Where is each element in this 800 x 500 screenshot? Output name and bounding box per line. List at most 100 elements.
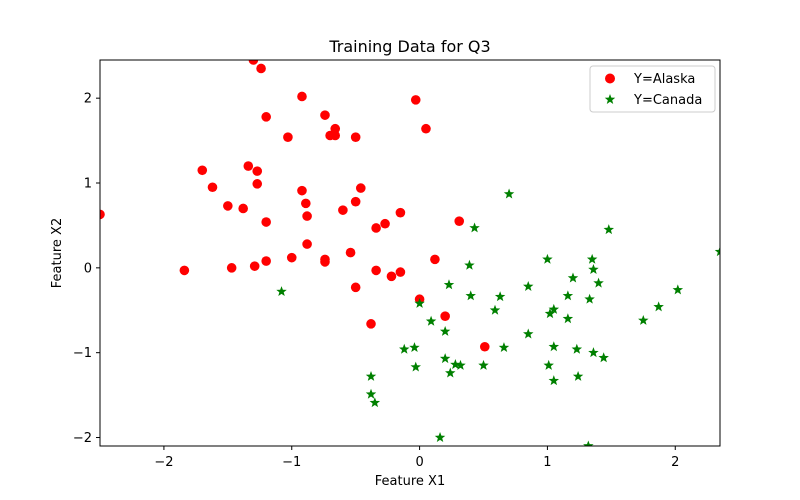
- point-canada: [365, 388, 377, 399]
- y-tick-label: 0: [84, 261, 92, 276]
- point-canada: [548, 375, 560, 386]
- point-alaska: [249, 261, 260, 271]
- point-alaska: [302, 211, 312, 221]
- point-alaska: [248, 60, 259, 65]
- point-canada: [425, 315, 437, 326]
- point-canada: [276, 286, 287, 297]
- point-alaska: [238, 203, 248, 214]
- point-canada: [588, 264, 599, 274]
- y-tick-label: −1: [73, 346, 92, 361]
- point-canada: [494, 291, 506, 302]
- legend-label-canada: Y=Canada: [633, 93, 702, 108]
- point-alaska: [243, 161, 254, 171]
- point-alaska: [261, 217, 271, 227]
- point-canada: [489, 304, 501, 315]
- point-alaska: [380, 218, 390, 229]
- point-alaska: [330, 123, 341, 134]
- point-canada: [465, 290, 476, 301]
- point-alaska: [256, 63, 266, 74]
- legend-label-alaska: Y=Alaska: [633, 72, 695, 87]
- legend: Y=Alaska Y=Canada: [589, 65, 716, 113]
- point-alaska: [207, 182, 218, 193]
- point-canada: [498, 342, 510, 353]
- point-alaska: [320, 110, 330, 120]
- point-alaska: [252, 179, 263, 189]
- chart-title: Training Data for Q3: [328, 37, 490, 56]
- point-alaska: [100, 209, 105, 220]
- point-canada: [443, 279, 455, 290]
- point-canada: [588, 347, 599, 358]
- point-alaska: [301, 198, 311, 209]
- point-alaska: [350, 282, 361, 293]
- point-canada: [584, 293, 595, 304]
- point-canada: [410, 361, 421, 372]
- legend-marker-canada: [604, 94, 616, 104]
- point-alaska: [345, 247, 356, 258]
- y-tick-label: 2: [84, 92, 92, 107]
- point-canada: [583, 440, 594, 446]
- point-alaska: [355, 183, 366, 193]
- point-canada: [369, 397, 381, 408]
- point-alaska: [297, 185, 307, 196]
- point-canada: [603, 224, 615, 235]
- point-canada: [598, 352, 609, 363]
- point-alaska: [350, 196, 361, 207]
- point-alaska: [454, 216, 465, 226]
- point-canada: [543, 359, 554, 370]
- point-alaska: [179, 265, 190, 276]
- point-alaska: [330, 130, 341, 141]
- point-alaska: [410, 95, 421, 105]
- point-alaska: [430, 254, 440, 265]
- point-canada: [439, 353, 451, 364]
- point-alaska: [223, 201, 233, 211]
- point-alaska: [479, 341, 490, 352]
- y-tick-label: −2: [73, 431, 92, 446]
- point-canada: [464, 259, 475, 270]
- point-canada: [478, 359, 489, 370]
- point-canada: [593, 277, 604, 288]
- point-canada: [523, 281, 534, 291]
- point-canada: [365, 370, 377, 381]
- plot-frame: [99, 59, 721, 447]
- point-canada: [562, 313, 574, 324]
- point-alaska: [283, 132, 293, 142]
- point-alaska: [371, 265, 381, 276]
- point-canada: [586, 253, 598, 264]
- x-tick-label: −2: [154, 455, 173, 470]
- point-alaska: [350, 132, 361, 142]
- point-alaska: [302, 239, 312, 249]
- x-tick-label: 1: [543, 455, 551, 470]
- point-canada: [434, 432, 446, 442]
- point-canada: [450, 359, 461, 370]
- x-tick-label: 0: [415, 455, 423, 470]
- point-alaska: [197, 165, 208, 176]
- point-alaska: [286, 252, 297, 263]
- point-alaska: [320, 257, 330, 267]
- point-alaska: [421, 123, 431, 134]
- point-alaska: [338, 205, 348, 215]
- data-markers: [100, 60, 720, 446]
- point-alaska: [261, 112, 271, 122]
- point-canada: [638, 314, 649, 325]
- point-canada: [548, 341, 560, 352]
- point-canada: [571, 343, 583, 354]
- point-canada: [523, 328, 534, 339]
- point-alaska: [440, 311, 450, 322]
- y-axis-title: Feature X2: [50, 218, 65, 288]
- point-alaska: [226, 263, 237, 273]
- point-alaska: [395, 207, 406, 218]
- point-alaska: [386, 271, 397, 282]
- y-tick-label: 1: [84, 177, 92, 192]
- point-canada: [653, 301, 664, 312]
- point-canada: [414, 297, 425, 308]
- y-axis-ticks: −2 −1 0 1 2: [73, 92, 100, 446]
- legend-marker-alaska: [605, 73, 615, 84]
- point-canada: [409, 342, 420, 353]
- x-tick-label: 2: [671, 455, 679, 470]
- point-canada: [672, 284, 684, 295]
- point-alaska: [252, 166, 263, 176]
- point-canada: [503, 188, 515, 199]
- point-canada: [572, 370, 584, 381]
- x-axis-title: Feature X1: [375, 474, 445, 489]
- point-canada: [455, 359, 466, 370]
